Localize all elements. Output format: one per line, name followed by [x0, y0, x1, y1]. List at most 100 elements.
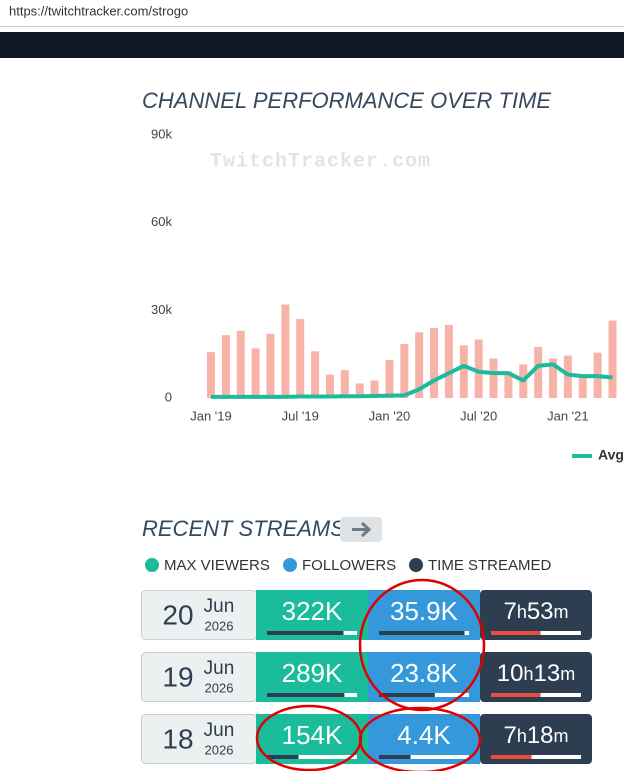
- progress-fill: [379, 755, 411, 759]
- time-part: 13: [534, 660, 561, 687]
- time-part: 53: [527, 598, 554, 625]
- time-part: h: [517, 602, 527, 622]
- progress-fill: [491, 693, 541, 697]
- x-tick-label: Jan '21: [547, 408, 589, 423]
- month: Jun: [204, 720, 235, 741]
- bar: [281, 304, 290, 398]
- day: 20: [162, 599, 193, 630]
- bar: [534, 346, 543, 398]
- progress-fill: [491, 755, 532, 759]
- time-part: m: [554, 726, 569, 746]
- progress-fill: [379, 693, 435, 697]
- chart-title: CHANNEL PERFORMANCE OVER TIME: [142, 88, 551, 113]
- annotation-circle: [358, 706, 482, 771]
- year: 2026: [205, 680, 234, 695]
- progress-fill: [267, 755, 299, 759]
- legend-dot: [145, 558, 159, 572]
- x-tick-label: Jul '20: [460, 408, 497, 423]
- bar: [325, 374, 334, 398]
- stat-cell: [480, 590, 592, 640]
- day: 19: [162, 661, 193, 692]
- bar: [474, 339, 483, 398]
- bar: [415, 332, 424, 398]
- year: 2026: [205, 742, 234, 757]
- progress-track: [267, 755, 357, 759]
- month: Jun: [204, 658, 235, 679]
- x-tick-label: Jan '20: [369, 408, 411, 423]
- bar: [489, 358, 498, 398]
- time-streamed: 10h13m: [497, 660, 575, 687]
- legend-label: MAX VIEWERS: [164, 557, 270, 574]
- bar: [340, 370, 349, 398]
- year: 2026: [205, 618, 234, 633]
- stat-cell: [480, 714, 592, 764]
- stat-value: 289K: [282, 658, 343, 688]
- arrow-icon: [352, 521, 372, 538]
- time-part: 10: [497, 660, 524, 687]
- y-tick-label: 60k: [151, 214, 172, 229]
- time-part: 7: [503, 722, 516, 749]
- section-title: RECENT STREAMS: [142, 516, 345, 541]
- bar: [578, 374, 587, 398]
- stat-cell: [480, 652, 592, 702]
- bar: [296, 319, 305, 398]
- stat-value: 35.9K: [390, 596, 459, 626]
- nav-bar: [0, 32, 624, 58]
- annotation-circle: [358, 578, 486, 712]
- time-part: h: [517, 726, 527, 746]
- bar: [311, 351, 320, 398]
- legend-label: Avg: [598, 447, 624, 463]
- x-tick-label: Jul '19: [282, 408, 319, 423]
- stat-value: 4.4K: [397, 720, 451, 750]
- progress-fill: [379, 631, 465, 635]
- time-streamed: 7h53m: [503, 598, 568, 625]
- bar: [444, 324, 453, 398]
- legend-dot: [283, 558, 297, 572]
- time-part: m: [560, 664, 575, 684]
- bar: [400, 343, 409, 398]
- legend-dot: [409, 558, 423, 572]
- time-part: 7: [503, 598, 516, 625]
- bar: [504, 371, 513, 398]
- bar: [355, 383, 364, 398]
- legend-label: FOLLOWERS: [302, 557, 396, 574]
- day: 18: [162, 723, 193, 754]
- date-box: [141, 714, 257, 764]
- month: Jun: [204, 596, 235, 617]
- progress-track: [379, 755, 469, 759]
- time-part: h: [523, 664, 533, 684]
- stat-value: 322K: [282, 596, 343, 626]
- date-box: [141, 590, 257, 640]
- y-tick-label: 0: [165, 389, 172, 404]
- legend-label: TIME STREAMED: [428, 557, 552, 574]
- stat-value: 154K: [282, 720, 343, 750]
- progress-fill: [491, 631, 541, 635]
- progress-track: [491, 755, 581, 759]
- time-streamed: 7h18m: [503, 722, 568, 749]
- bar: [563, 355, 572, 398]
- stat-value: 23.8K: [390, 658, 459, 688]
- url[interactable]: https://twitchtracker.com/strogo: [9, 3, 188, 18]
- bar: [370, 380, 379, 398]
- bar: [608, 320, 617, 398]
- progress-fill: [267, 693, 345, 697]
- bar: [251, 348, 260, 398]
- line: [211, 362, 613, 399]
- bar: [236, 330, 245, 398]
- bar: [207, 352, 215, 398]
- y-tick-label: 90k: [151, 126, 172, 141]
- bar: [266, 333, 275, 398]
- y-tick-label: 30k: [151, 302, 172, 317]
- bar: [221, 335, 230, 398]
- time-part: m: [554, 602, 569, 622]
- bar: [459, 345, 468, 398]
- time-part: 18: [527, 722, 554, 749]
- date-box: [141, 652, 257, 702]
- bar: [549, 358, 558, 398]
- address-bar: [0, 0, 624, 26]
- x-tick-label: Jan '19: [190, 408, 232, 423]
- progress-fill: [267, 631, 344, 635]
- bar: [430, 327, 439, 398]
